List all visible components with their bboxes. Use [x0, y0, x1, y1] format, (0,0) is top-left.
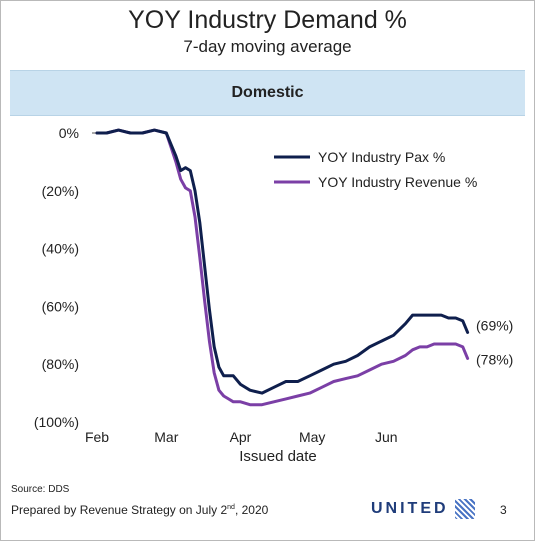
prepared-suffix: nd	[227, 504, 235, 511]
x-tick-label: Mar	[154, 429, 178, 445]
series-line-revenue	[95, 128, 470, 407]
x-axis-title: Issued date	[239, 448, 317, 465]
y-tick-label: (20%)	[42, 183, 79, 199]
x-tick-label: Jun	[375, 429, 398, 445]
series-lines	[95, 128, 470, 407]
prepared-prefix: Prepared by Revenue Strategy on July 2	[11, 503, 228, 517]
prepared-note: Prepared by Revenue Strategy on July 2nd…	[11, 503, 268, 517]
x-axis: Feb Mar Apr May Jun	[85, 429, 398, 445]
section-banner-label: Domestic	[231, 84, 304, 101]
chart-subtitle: 7-day moving average	[183, 37, 352, 56]
y-tick-label: (60%)	[42, 298, 79, 314]
series-line-pax	[95, 128, 470, 395]
x-tick-label: Apr	[230, 429, 252, 445]
legend: YOY Industry Pax % YOY Industry Revenue %	[274, 149, 477, 190]
legend-label-pax: YOY Industry Pax %	[318, 149, 445, 165]
x-tick-label: May	[299, 429, 325, 445]
end-label-revenue: (78%)	[476, 351, 513, 367]
prepared-year: , 2020	[234, 503, 269, 517]
y-tick-label: (80%)	[42, 356, 79, 372]
legend-label-revenue: YOY Industry Revenue %	[318, 174, 477, 190]
logo-wordmark: UNITED	[371, 500, 449, 517]
y-tick-label: (40%)	[42, 241, 79, 257]
source-note: Source: DDS	[11, 484, 70, 495]
chart-title: YOY Industry Demand %	[128, 6, 407, 34]
united-logo: UNITED	[371, 498, 475, 520]
x-tick-label: Feb	[85, 429, 109, 445]
section-banner: Domestic	[10, 70, 525, 116]
y-tick-label: (100%)	[34, 414, 79, 430]
line-chart: 0% (20%) (40%) (60%) (80%) (100%) Feb Mar Apr Ma…	[34, 125, 514, 465]
end-labels: (69%) (78%)	[476, 317, 513, 367]
y-tick-label: 0%	[59, 125, 79, 141]
y-axis: 0% (20%) (40%) (60%) (80%) (100%)	[34, 125, 99, 430]
page-number: 3	[500, 503, 507, 517]
end-label-pax: (69%)	[476, 317, 513, 333]
globe-icon	[454, 499, 475, 519]
